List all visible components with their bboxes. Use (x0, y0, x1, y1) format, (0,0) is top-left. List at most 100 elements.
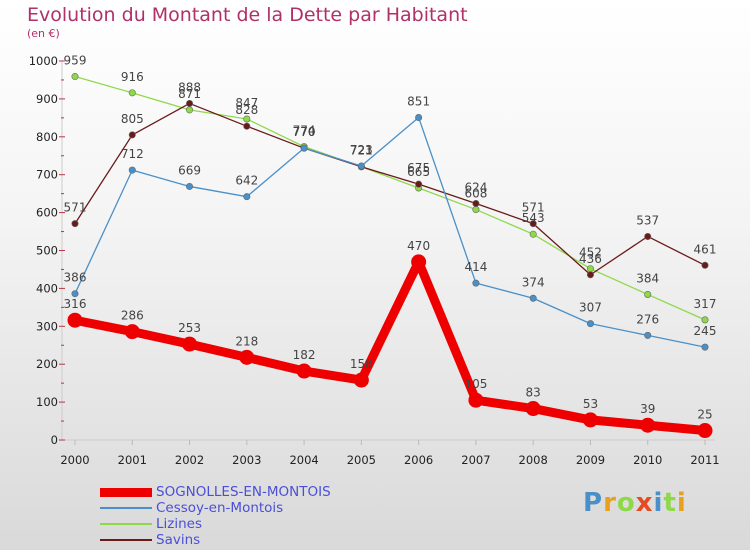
data-label: 669 (178, 163, 201, 177)
data-point (701, 261, 709, 269)
data-point (586, 320, 594, 328)
y-tick-label: 700 (36, 168, 58, 182)
y-tick-label: 300 (36, 319, 58, 333)
logo-letter: P (583, 488, 604, 518)
data-point (472, 279, 480, 287)
data-label: 83 (526, 386, 541, 400)
data-label: 436 (579, 252, 602, 266)
data-label: 543 (522, 211, 545, 225)
data-point (644, 232, 652, 240)
x-tick-label: 2007 (461, 453, 490, 467)
x-tick-label: 2003 (232, 453, 261, 467)
x-tick-label: 2001 (118, 453, 147, 467)
data-point (128, 89, 136, 97)
y-tick-label: 1000 (29, 54, 58, 68)
data-label: 847 (235, 96, 258, 110)
data-label: 537 (636, 213, 659, 227)
data-label: 624 (464, 181, 487, 195)
data-point (124, 324, 140, 340)
series-line-2 (74, 75, 706, 321)
data-label: 851 (407, 94, 430, 108)
data-point (71, 220, 79, 228)
chart-axes: 0 100 200 300 400 500 600 700 800 900 1000 2000 2001… (29, 54, 720, 467)
data-point (357, 162, 365, 170)
data-label: 218 (235, 334, 258, 348)
data-label: 461 (694, 242, 717, 256)
legend-swatch (100, 539, 152, 541)
series-line-0 (74, 257, 706, 436)
data-point (525, 401, 541, 417)
series-layer (67, 73, 713, 439)
data-point (586, 271, 594, 279)
logo-letter: r (603, 488, 617, 518)
data-point (529, 220, 537, 228)
data-label: 182 (293, 348, 316, 362)
legend-label: SOGNOLLES-EN-MONTOIS (156, 484, 331, 500)
data-label: 721 (350, 144, 373, 158)
x-tick-label: 2009 (576, 453, 605, 467)
x-tick-label: 2010 (633, 453, 662, 467)
data-label: 770 (293, 125, 316, 139)
legend-swatch (100, 523, 152, 525)
y-tick-label: 400 (36, 281, 58, 295)
logo-letter: x (635, 488, 654, 518)
data-label: 642 (235, 174, 258, 188)
data-label: 245 (694, 324, 717, 338)
data-point (415, 180, 423, 188)
chart-subtitle: (en €) (27, 27, 60, 40)
data-point (243, 193, 251, 201)
data-point (296, 363, 312, 379)
data-point (186, 182, 194, 190)
data-label: 384 (636, 271, 659, 285)
legend-swatch (100, 507, 152, 509)
data-label: 571 (64, 201, 87, 215)
data-label: 871 (178, 87, 201, 101)
y-tick-label: 600 (36, 206, 58, 220)
legend-label: Savins (156, 532, 201, 548)
data-point (644, 331, 652, 339)
data-label: 316 (64, 297, 87, 311)
data-label: 158 (350, 357, 373, 371)
data-point (586, 265, 594, 273)
data-point (701, 343, 709, 351)
data-point (582, 412, 598, 428)
data-label: 317 (694, 297, 717, 311)
data-label: 253 (178, 321, 201, 335)
series-line-3 (74, 102, 706, 276)
chart-title: Evolution du Montant de la Dette par Hab… (27, 4, 468, 26)
data-point (353, 372, 369, 388)
x-tick-label: 2008 (519, 453, 548, 467)
data-label: 675 (407, 161, 430, 175)
data-label: 774 (293, 124, 316, 138)
data-point (182, 336, 198, 352)
legend-label: Cessoy-en-Montois (156, 500, 284, 516)
data-label: 307 (579, 301, 602, 315)
data-label: 105 (464, 377, 487, 391)
logo-letter: t (663, 488, 677, 518)
data-label: 470 (407, 239, 430, 253)
data-label: 723 (350, 143, 373, 157)
data-point (243, 122, 251, 130)
y-tick-label: 900 (36, 92, 58, 106)
data-point (468, 392, 484, 408)
data-label: 805 (121, 112, 144, 126)
data-point (300, 144, 308, 152)
y-tick-label: 0 (51, 433, 58, 447)
x-tick-label: 2006 (404, 453, 433, 467)
proxiti-logo: Proxiti (583, 488, 687, 518)
data-label: 53 (583, 397, 598, 411)
data-labels-layer: 316 286 253 218 182 158 470 105 83 53 39 25 386 712 66… (64, 54, 717, 422)
logo-letter: o (616, 488, 636, 518)
data-label: 25 (697, 408, 712, 422)
legend-swatch (100, 488, 152, 497)
legend-label: Lizines (156, 516, 203, 532)
data-label: 828 (235, 103, 258, 117)
data-point (411, 254, 427, 270)
data-point (701, 316, 709, 324)
data-label: 571 (522, 201, 545, 215)
data-point (243, 115, 251, 123)
y-tick-label: 100 (36, 395, 58, 409)
data-label: 916 (121, 70, 144, 84)
y-tick-label: 500 (36, 244, 58, 258)
